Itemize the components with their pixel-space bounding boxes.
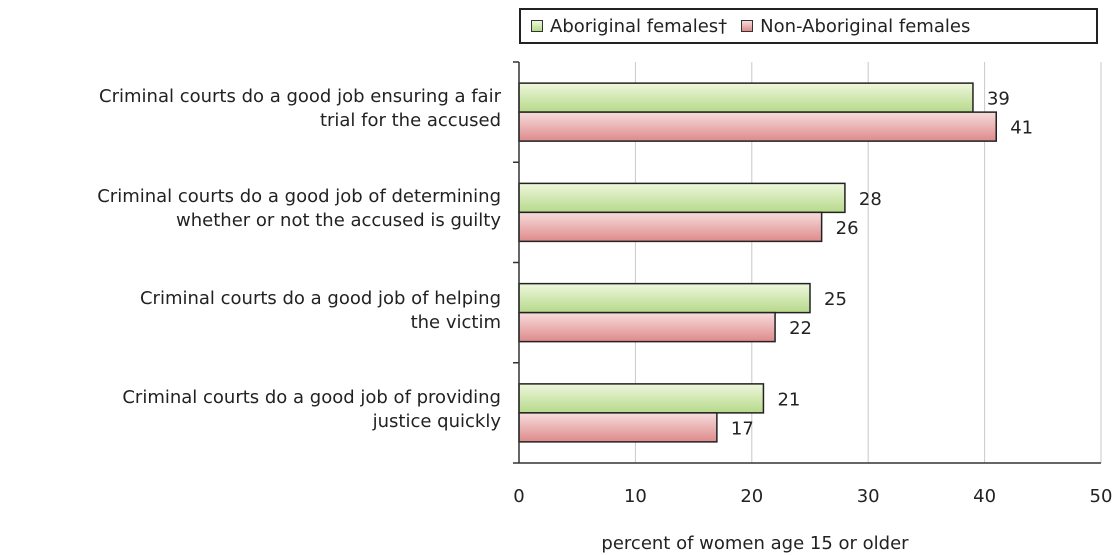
data-label-aboriginal-1: 28 (859, 189, 882, 210)
data-label-non-aboriginal-1: 26 (836, 218, 859, 239)
bar-non-aboriginal-2 (518, 311, 776, 343)
x-tick-label-10: 10 (624, 486, 647, 507)
category-label-determining-guilt: Criminal courts do a good job of determi… (97, 186, 501, 231)
axes: 0 10 20 30 40 50 (513, 61, 1113, 507)
legend-label-non-aboriginal: Non-Aboriginal females (760, 15, 971, 37)
x-tick-label-0: 0 (513, 486, 524, 507)
bar-non-aboriginal-0 (518, 111, 997, 142)
legend: Aboriginal females† Non-Aboriginal femal… (519, 8, 1098, 44)
x-tick-label-20: 20 (740, 486, 763, 507)
bar-aboriginal-3 (518, 383, 765, 414)
data-label-non-aboriginal-0: 41 (1010, 118, 1033, 139)
legend-item-aboriginal: Aboriginal females† (531, 16, 727, 37)
data-label-aboriginal-0: 39 (987, 89, 1010, 110)
legend-swatch-aboriginal (531, 20, 543, 32)
legend-label-aboriginal: Aboriginal females† (550, 15, 728, 37)
data-label-non-aboriginal-3: 17 (731, 418, 754, 439)
data-label-aboriginal-3: 21 (777, 389, 800, 410)
data-label-aboriginal-2: 25 (824, 289, 847, 310)
bar-non-aboriginal-1 (518, 211, 823, 243)
bar-aboriginal-0 (518, 82, 974, 113)
data-label-non-aboriginal-2: 22 (789, 318, 812, 339)
category-label-fair-trial: Criminal courts do a good job ensuring a… (99, 86, 501, 131)
bar-aboriginal-2 (518, 282, 811, 314)
x-tick-label-30: 30 (857, 486, 880, 507)
x-tick-label-40: 40 (973, 486, 996, 507)
category-label-justice-quickly: Criminal courts do a good job of providi… (122, 387, 501, 432)
legend-item-non-aboriginal: Non-Aboriginal females (741, 16, 970, 37)
legend-swatch-non-aboriginal (741, 20, 754, 32)
bar-aboriginal-1 (518, 182, 846, 214)
bar-non-aboriginal-3 (518, 412, 718, 443)
category-label-helping-victim: Criminal courts do a good job of helping… (139, 288, 501, 333)
x-axis-title: percent of women age 15 or older (601, 533, 909, 554)
x-tick-label-50: 50 (1090, 486, 1113, 507)
